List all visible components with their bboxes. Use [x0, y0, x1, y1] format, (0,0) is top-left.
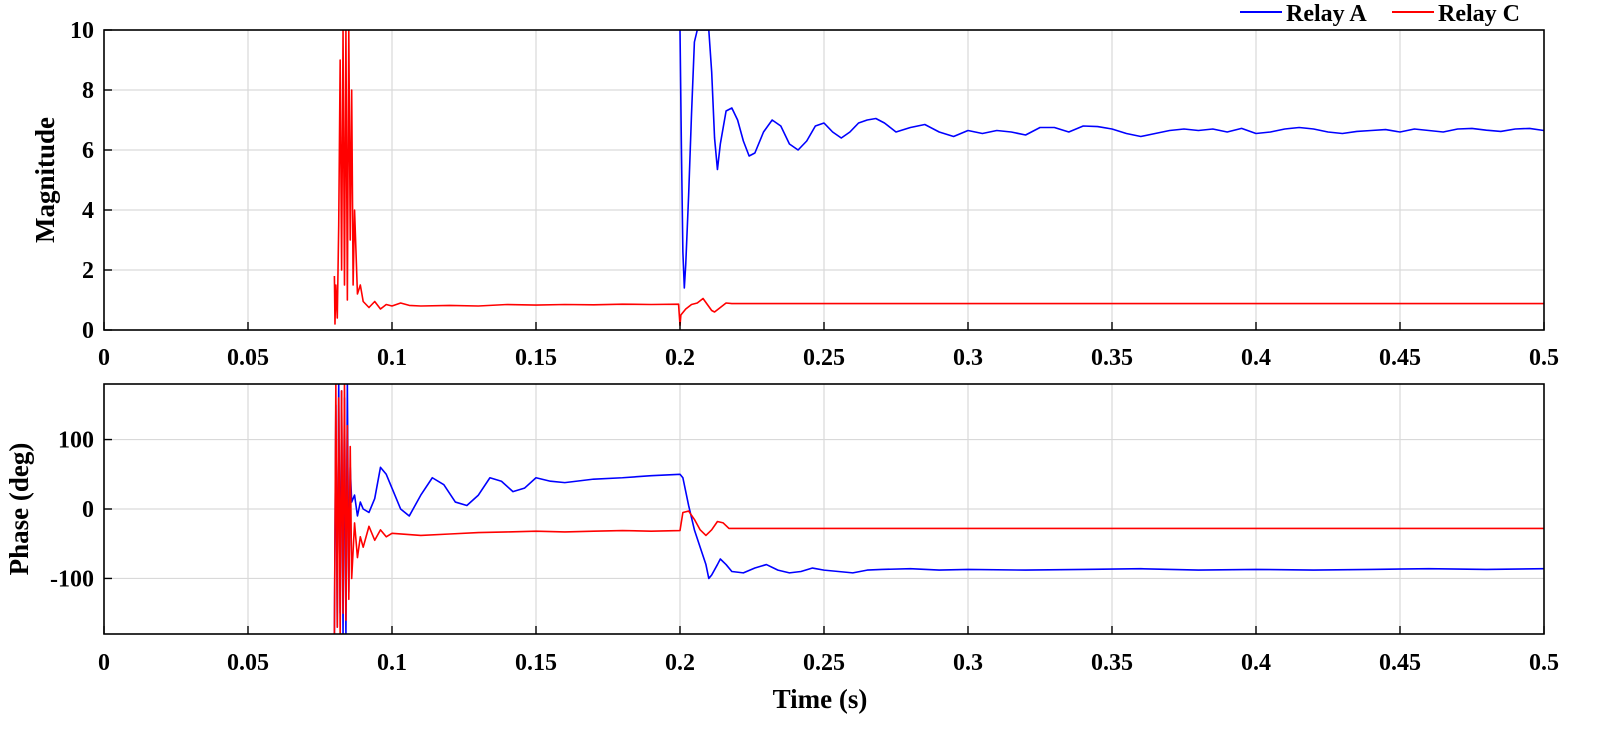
legend: Relay A Relay C — [1240, 1, 1520, 27]
x-tick-label: 0.45 — [1379, 650, 1421, 676]
magnitude-grid — [103, 29, 1545, 331]
y-tick-label: 0 — [82, 497, 94, 523]
x-tick-label: 0.35 — [1091, 650, 1133, 676]
y-tick-label: 2 — [82, 258, 94, 284]
x-tick-label: 0.5 — [1529, 345, 1559, 371]
series-line-relay-c — [333, 384, 1544, 634]
x-tick-label: 0.35 — [1091, 345, 1133, 371]
magnitude-y-ticks: 0 2 4 6 8 10 — [70, 18, 112, 344]
y-tick-label: 100 — [58, 428, 94, 454]
x-tick-label: 0.45 — [1379, 345, 1421, 371]
series-line-relay-c — [333, 30, 1544, 327]
legend-relay-a-label: Relay A — [1286, 1, 1367, 27]
x-tick-label: 0.3 — [953, 345, 983, 371]
y-tick-label: 6 — [82, 138, 94, 164]
x-tick-label: 0.2 — [665, 650, 695, 676]
x-tick-label: 0.05 — [227, 345, 269, 371]
y-tick-label: 8 — [82, 78, 94, 104]
x-tick-label: 0.3 — [953, 650, 983, 676]
x-tick-label: 0.15 — [515, 345, 557, 371]
y-tick-label: 10 — [70, 18, 94, 44]
phase-y-label: Phase (deg) — [4, 443, 34, 576]
phase-x-ticks: 0 0.05 0.1 0.15 0.2 0.25 0.3 0.35 0.4 0.45 0.5 — [98, 626, 1559, 676]
phase-grid — [103, 384, 1545, 634]
x-tick-label: 0 — [98, 650, 110, 676]
x-tick-label: 0.4 — [1241, 345, 1271, 371]
x-tick-label: 0.1 — [377, 650, 407, 676]
magnitude-panel: 0 0.05 0.1 0.15 0.2 0.25 0.3 0.35 0.4 0.45 0.5 0 2 4… — [30, 18, 1559, 371]
series-line-relay-a — [333, 384, 1544, 634]
magnitude-lines — [333, 30, 1544, 327]
x-tick-label: 0.15 — [515, 650, 557, 676]
x-tick-label: 0.2 — [665, 345, 695, 371]
magnitude-x-ticks: 0 0.05 0.1 0.15 0.2 0.25 0.3 0.35 0.4 0.45 0.5 — [98, 322, 1559, 371]
x-tick-label: 0 — [98, 345, 110, 371]
legend-relay-c-label: Relay C — [1438, 1, 1520, 27]
x-tick-label: 0.25 — [803, 650, 845, 676]
x-tick-label: 0.1 — [377, 345, 407, 371]
y-tick-label: 4 — [82, 198, 94, 224]
magnitude-y-label: Magnitude — [30, 117, 60, 243]
x-tick-label: 0.25 — [803, 345, 845, 371]
x-tick-label: 0.5 — [1529, 650, 1559, 676]
phase-x-label: Time (s) — [773, 684, 868, 714]
x-tick-label: 0.4 — [1241, 650, 1271, 676]
series-line-relay-a — [679, 30, 1544, 289]
phase-lines — [333, 384, 1544, 634]
phase-y-ticks: -100 0 100 — [50, 428, 112, 592]
phase-panel: 0 0.05 0.1 0.15 0.2 0.25 0.3 0.35 0.4 0.45 0.5 -10… — [4, 383, 1559, 714]
x-tick-label: 0.05 — [227, 650, 269, 676]
y-tick-label: 0 — [82, 318, 94, 344]
y-tick-label: -100 — [50, 566, 94, 592]
